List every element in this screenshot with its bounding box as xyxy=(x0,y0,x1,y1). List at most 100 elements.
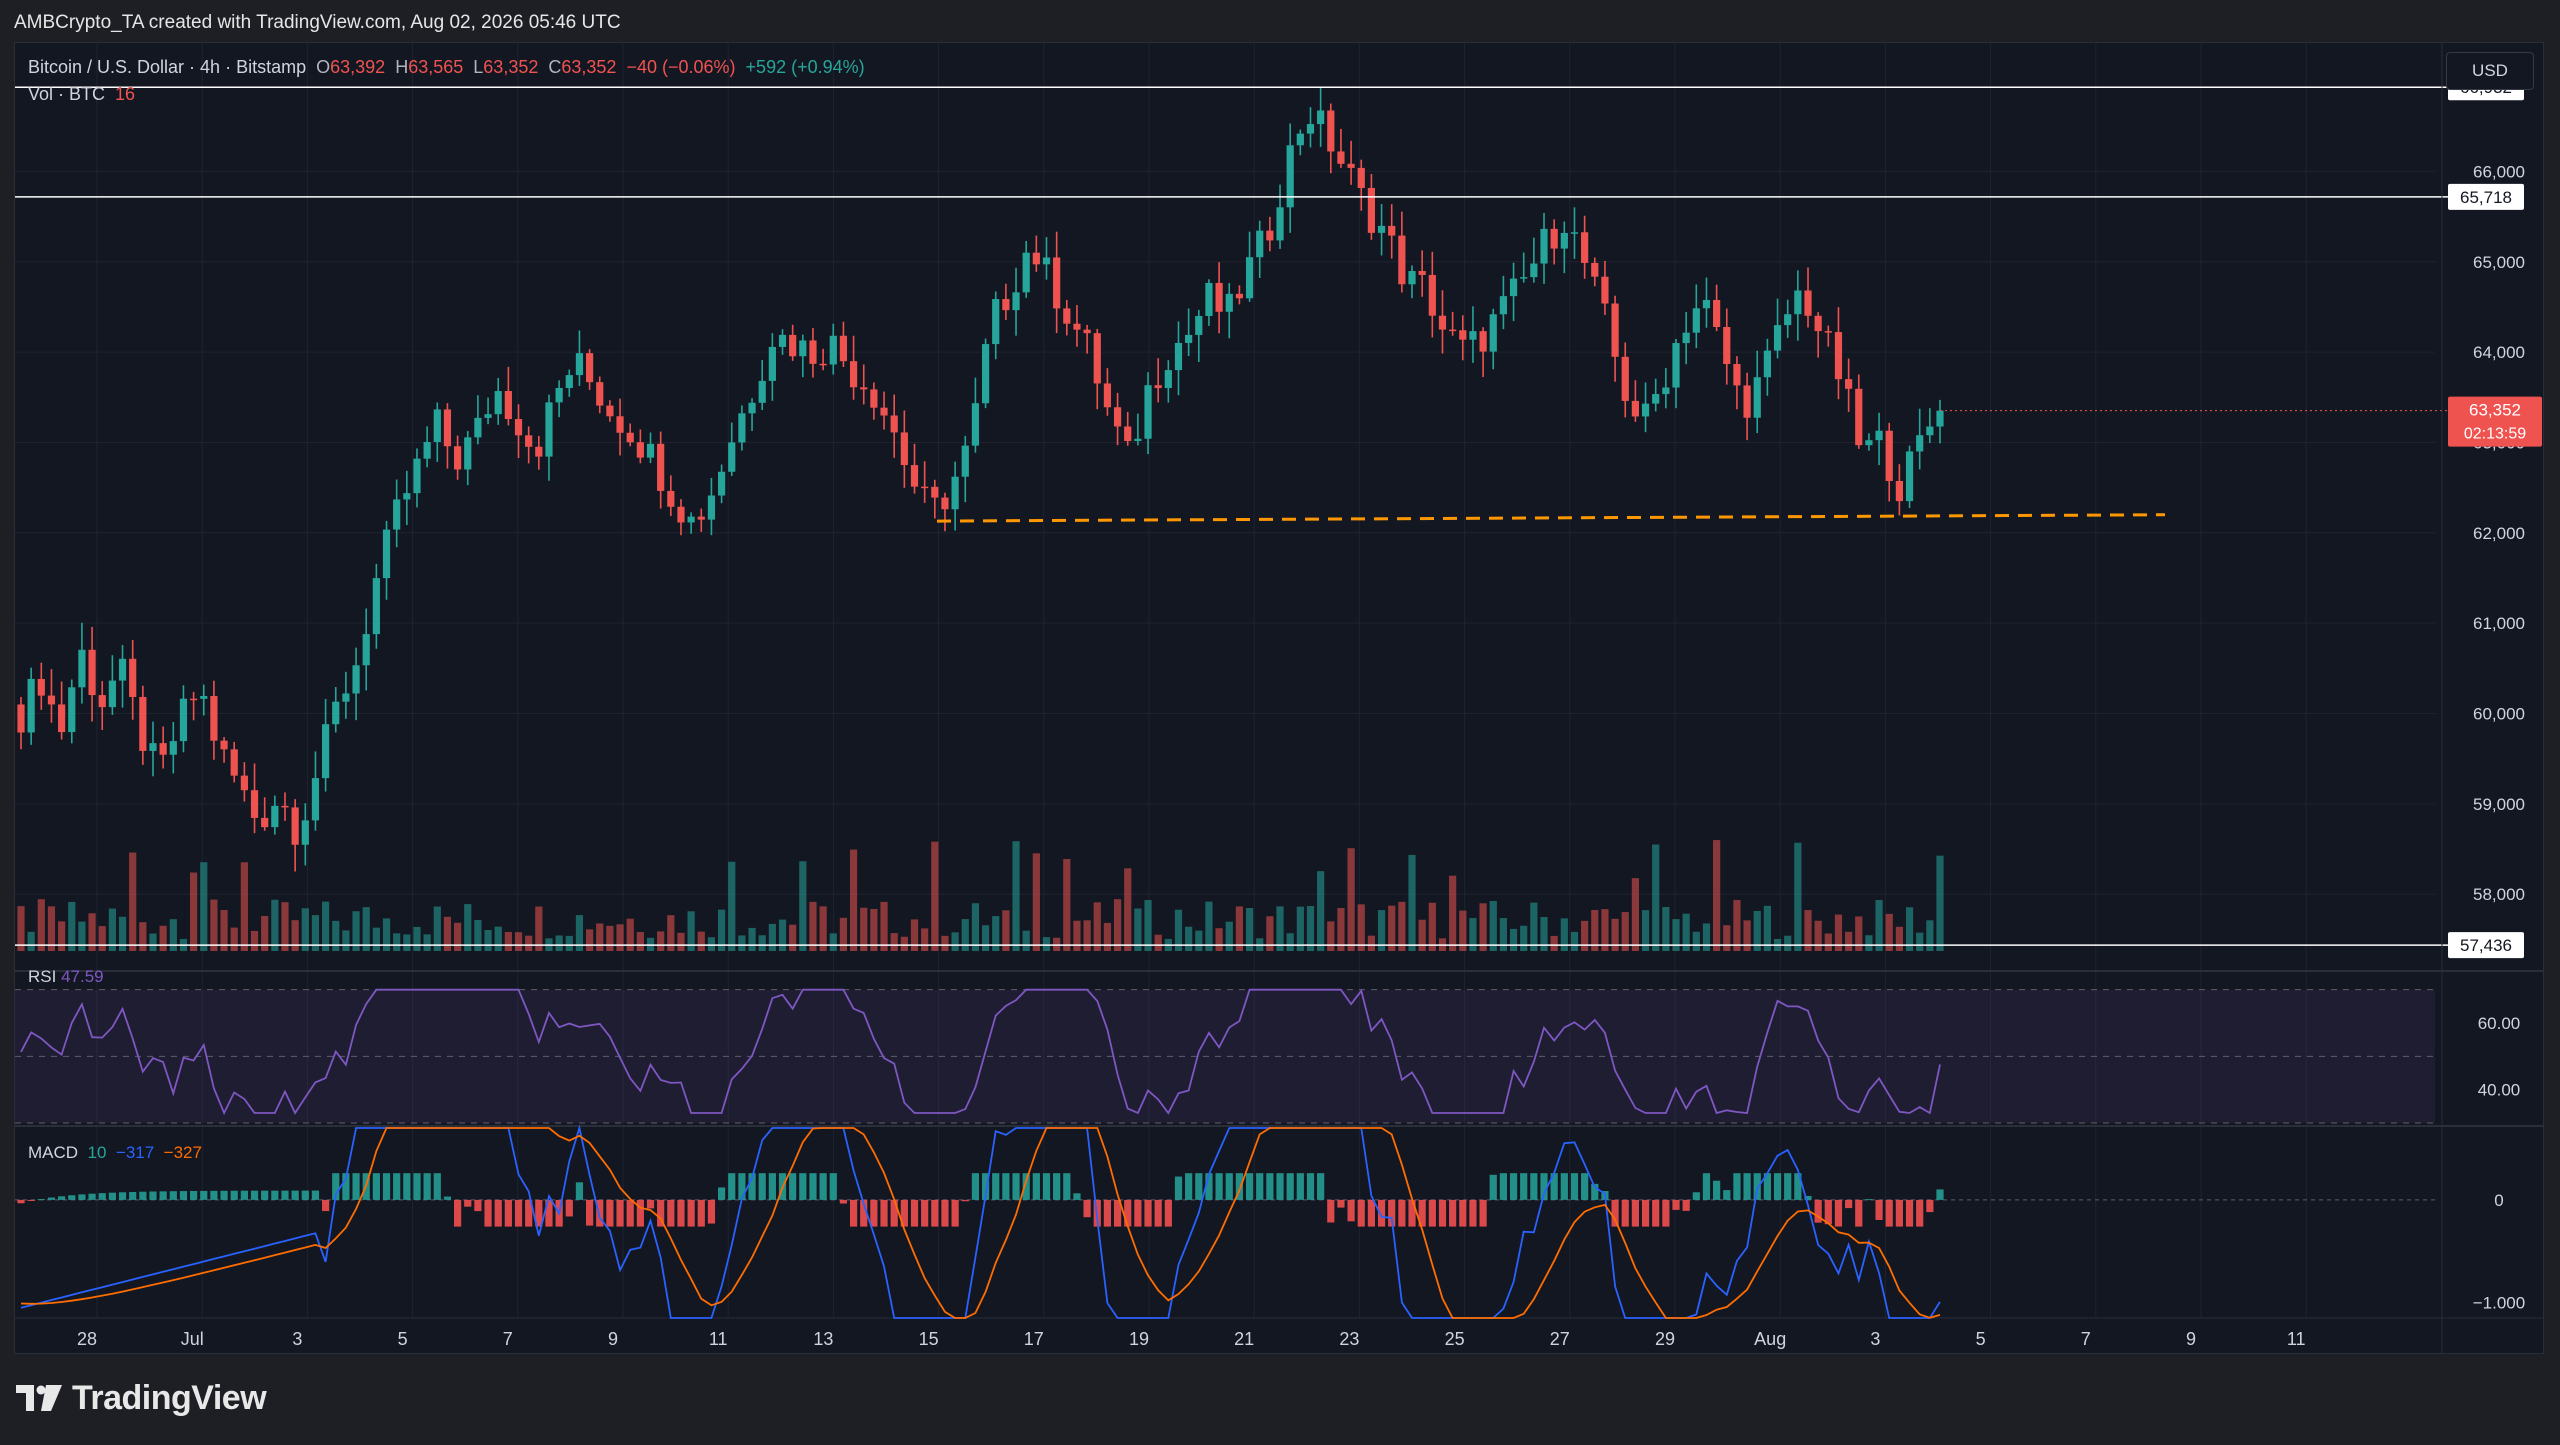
candle-body xyxy=(1073,323,1081,330)
candle-body xyxy=(1824,331,1832,333)
candle-body xyxy=(616,416,624,433)
price-tick-label: 58,000 xyxy=(2473,885,2525,904)
macd-histogram-bar xyxy=(17,1199,25,1204)
volume-bar xyxy=(1905,907,1914,951)
candle-body xyxy=(1784,314,1792,326)
volume-bar xyxy=(1763,905,1771,951)
support-line xyxy=(936,513,2166,523)
macd-histogram-bar xyxy=(68,1195,76,1200)
macd-histogram-bar xyxy=(1499,1173,1508,1200)
macd-histogram-bar xyxy=(860,1199,868,1227)
volume-bar xyxy=(900,936,908,951)
volume-bar xyxy=(819,906,827,951)
volume-bar xyxy=(149,933,157,951)
candle-body xyxy=(1936,410,1944,427)
macd-histogram-bar xyxy=(464,1199,472,1207)
volume-bar xyxy=(1174,909,1183,951)
volume-bar xyxy=(139,922,147,951)
volume-bar xyxy=(433,906,441,951)
macd-histogram-bar xyxy=(981,1173,990,1200)
volume-bar xyxy=(1032,853,1040,951)
volume-bar xyxy=(1357,904,1365,951)
currency-button[interactable]: USD xyxy=(2446,52,2534,90)
candle-body xyxy=(1682,332,1690,344)
candle-body xyxy=(362,634,370,666)
macd-histogram-bar xyxy=(525,1199,533,1227)
price-tick-label: 59,000 xyxy=(2473,795,2525,814)
macd-legend[interactable]: MACD 10 −317 −327 xyxy=(28,1143,202,1163)
macd-histogram-bar xyxy=(1245,1173,1254,1200)
macd-histogram-bar xyxy=(403,1173,411,1200)
volume-bar xyxy=(393,933,401,951)
candle-body xyxy=(1652,394,1660,404)
low-label: L xyxy=(473,57,484,77)
volume-bar xyxy=(829,933,837,951)
candle-body xyxy=(1713,299,1721,327)
macd-histogram-bar xyxy=(1723,1190,1731,1200)
volume-bar xyxy=(382,918,391,951)
volume-bar xyxy=(1540,917,1548,951)
candle-body xyxy=(778,334,787,347)
change-value: −40 (−0.06%) xyxy=(626,57,736,77)
open-label: O xyxy=(316,57,331,77)
macd-histogram-bar xyxy=(910,1199,919,1227)
candle-body xyxy=(1245,257,1254,299)
macd-histogram-bar xyxy=(1235,1173,1244,1200)
chart-area[interactable]: 66,93265,71857,43666,00065,00064,00063,0… xyxy=(14,42,2544,1354)
macd-histogram-bar xyxy=(1936,1189,1944,1200)
candle-body xyxy=(900,432,908,466)
macd-histogram-bar xyxy=(453,1199,462,1227)
volume-bar xyxy=(992,916,1000,951)
macd-histogram-bar xyxy=(1865,1199,1873,1201)
macd-histogram-bar xyxy=(849,1199,858,1227)
macd-histogram-bar xyxy=(565,1199,573,1217)
macd-histogram-bar xyxy=(1296,1173,1304,1200)
macd-histogram-bar xyxy=(616,1199,624,1227)
volume-label[interactable]: Vol · BTC xyxy=(28,84,106,104)
candle-body xyxy=(1845,379,1853,389)
macd-histogram-bar xyxy=(382,1173,391,1200)
candle-body xyxy=(1124,426,1132,442)
candle-body xyxy=(1042,257,1051,265)
tradingview-logo[interactable]: TradingView xyxy=(16,1378,267,1418)
chart-credit: AMBCrypto_TA created with TradingView.co… xyxy=(14,12,621,33)
volume-bar xyxy=(1692,931,1700,951)
volume-bar xyxy=(677,932,685,951)
candle-body xyxy=(1885,430,1893,481)
candle-body xyxy=(494,391,502,415)
candle-body xyxy=(332,701,340,725)
candle-body xyxy=(159,743,167,755)
candle-body xyxy=(1520,277,1528,279)
macd-histogram-bar xyxy=(514,1199,523,1227)
volume-bar xyxy=(37,899,45,951)
symbol-legend: Bitcoin / U.S. Dollar · 4h · Bitstamp O6… xyxy=(28,54,865,108)
volume-bar xyxy=(1570,931,1579,951)
macd-histogram-bar xyxy=(1053,1173,1061,1200)
candle-body xyxy=(1195,315,1203,335)
macd-histogram-bar xyxy=(1276,1173,1284,1200)
volume-bar xyxy=(98,926,106,951)
volume-bar xyxy=(1367,935,1376,951)
candle-body xyxy=(555,387,563,403)
price-chart-svg[interactable]: 66,93265,71857,43666,00065,00064,00063,0… xyxy=(15,43,2543,1353)
candle-body xyxy=(596,382,604,406)
candle-body xyxy=(1134,438,1142,442)
volume-bar xyxy=(1235,906,1244,951)
rsi-legend[interactable]: RSI 47.59 xyxy=(28,967,104,987)
macd-histogram-bar xyxy=(971,1173,980,1200)
volume-bar xyxy=(971,903,980,951)
macd-histogram-bar xyxy=(657,1199,665,1227)
macd-histogram-bar xyxy=(98,1193,106,1200)
symbol-title[interactable]: Bitcoin / U.S. Dollar · 4h · Bitstamp xyxy=(28,57,307,77)
macd-histogram-bar xyxy=(667,1199,675,1227)
macd-histogram-bar xyxy=(1885,1199,1893,1227)
macd-histogram-bar xyxy=(789,1173,797,1200)
candle-body xyxy=(1377,225,1386,233)
volume-bar xyxy=(1083,920,1091,951)
macd-histogram-bar xyxy=(1317,1173,1325,1200)
volume-bar xyxy=(1509,928,1518,951)
macd-histogram-bar xyxy=(37,1199,45,1201)
candle-body xyxy=(108,680,116,708)
volume-bar xyxy=(1743,920,1751,951)
macd-histogram-bar xyxy=(1022,1173,1030,1200)
